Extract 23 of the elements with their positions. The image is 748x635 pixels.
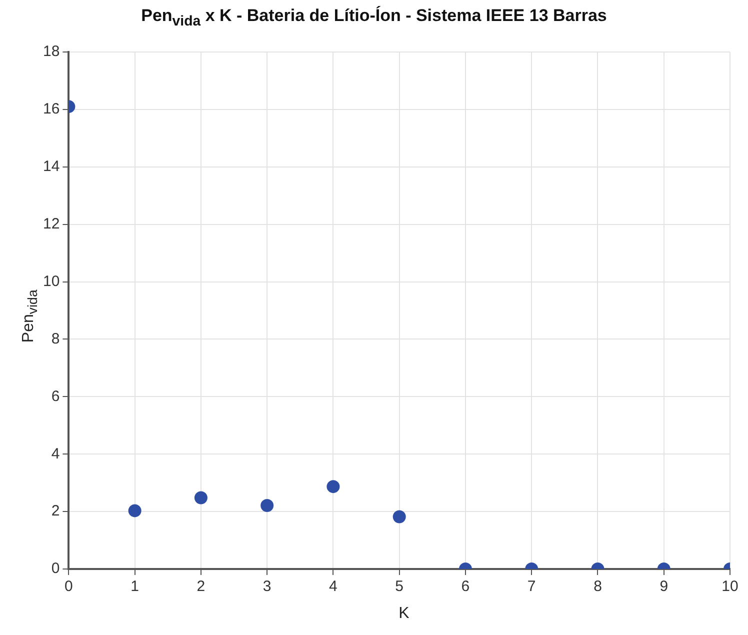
x-tick-label: 3 bbox=[262, 578, 272, 596]
y-tick-label: 10 bbox=[42, 272, 60, 290]
x-tick-label: 0 bbox=[64, 578, 73, 596]
y-tick-label: 14 bbox=[42, 158, 60, 176]
x-tick-label: 5 bbox=[395, 578, 404, 596]
y-tick-label: 0 bbox=[51, 560, 60, 578]
x-tick-label: 6 bbox=[461, 578, 470, 596]
y-tick-label: 18 bbox=[42, 43, 60, 60]
y-tick-label: 12 bbox=[42, 215, 60, 232]
y-tick-label: 2 bbox=[51, 502, 60, 520]
x-tick-label: 7 bbox=[527, 578, 536, 596]
y-tick-label: 4 bbox=[51, 445, 60, 462]
x-tick-label: 4 bbox=[329, 578, 338, 596]
x-tick-label: 9 bbox=[660, 578, 668, 596]
x-tick-label: 1 bbox=[130, 578, 139, 596]
chart-title: Pen$_{vida}$ x K - Bateria de Lítio-Íon - Sistema IEEE 13 Barras bbox=[140, 6, 608, 30]
x-tick-label: 10 bbox=[722, 578, 738, 596]
x-tick-label: 2 bbox=[196, 578, 206, 596]
y-tick-label: 16 bbox=[42, 100, 60, 118]
x-axis-title: K bbox=[398, 605, 410, 623]
x-tick-label: 8 bbox=[594, 578, 602, 596]
y-tick-label: 6 bbox=[51, 388, 60, 405]
y-tick-label: 8 bbox=[51, 330, 60, 348]
